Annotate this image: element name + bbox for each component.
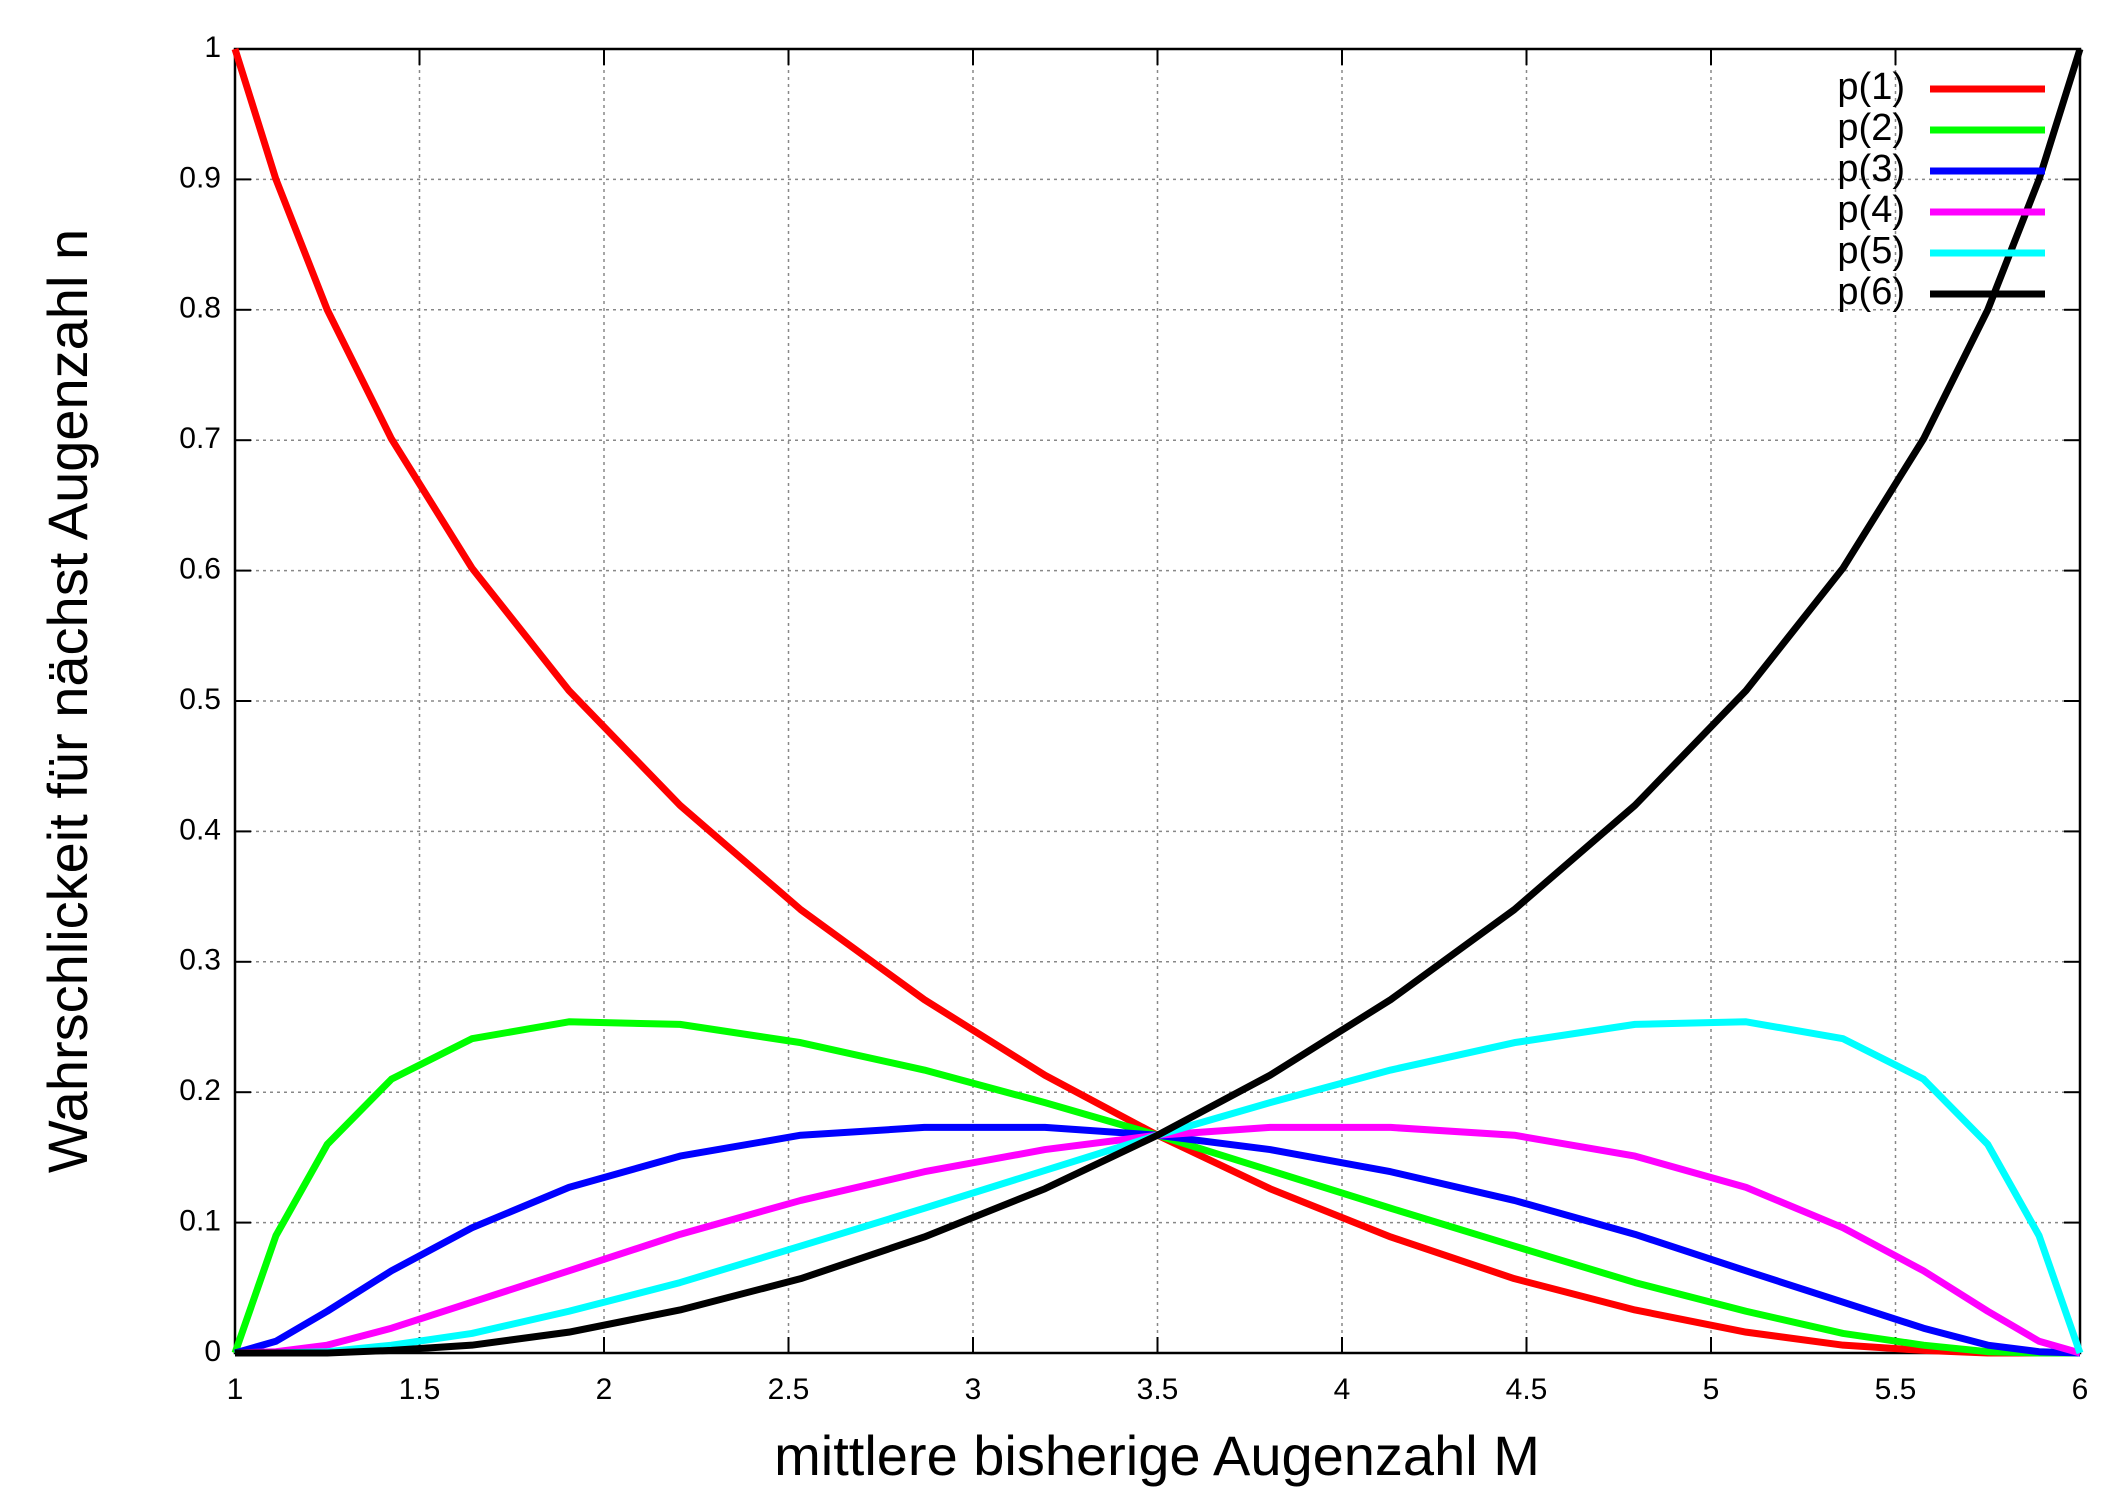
x-tick-label: 4.5 xyxy=(1506,1373,1548,1406)
legend-label: p(3) xyxy=(1837,148,1905,190)
y-tick-label: 0.2 xyxy=(179,1074,221,1107)
y-tick-label: 0.8 xyxy=(179,292,221,325)
legend-label: p(5) xyxy=(1837,230,1905,272)
y-tick-label: 0.5 xyxy=(179,683,221,716)
x-axis-title: mittlere bisherige Augenzahl M xyxy=(774,1424,1540,1487)
x-tick-label: 5 xyxy=(1703,1373,1720,1406)
y-tick-label: 0.6 xyxy=(179,553,221,586)
x-tick-label: 5.5 xyxy=(1875,1373,1917,1406)
plot-frame xyxy=(233,47,2082,1355)
y-tick-label: 0.3 xyxy=(179,944,221,977)
legend-label: p(4) xyxy=(1837,189,1905,231)
x-tick-label: 4 xyxy=(1334,1373,1351,1406)
x-tick-label: 3 xyxy=(965,1373,982,1406)
x-tick-label: 6 xyxy=(2072,1373,2089,1406)
y-tick-label: 0.7 xyxy=(179,422,221,455)
x-tick-label: 1 xyxy=(227,1373,244,1406)
x-tick-label: 2 xyxy=(596,1373,613,1406)
y-tick-label: 0 xyxy=(204,1335,221,1368)
legend-label: p(1) xyxy=(1837,66,1905,108)
y-tick-label: 0.9 xyxy=(179,161,221,194)
legend-label: p(2) xyxy=(1837,107,1905,149)
y-tick-label: 1 xyxy=(204,31,221,64)
y-tick-label: 0.1 xyxy=(179,1205,221,1238)
legend-label: p(6) xyxy=(1837,271,1905,313)
y-tick-label: 0.4 xyxy=(179,813,221,846)
y-axis-title: Wahrschlickeit für nächst Augenzahl n xyxy=(36,229,99,1173)
x-tick-label: 2.5 xyxy=(768,1373,810,1406)
series-line xyxy=(235,47,2084,1357)
x-tick-label: 3.5 xyxy=(1137,1373,1179,1406)
x-tick-label: 1.5 xyxy=(399,1373,441,1406)
